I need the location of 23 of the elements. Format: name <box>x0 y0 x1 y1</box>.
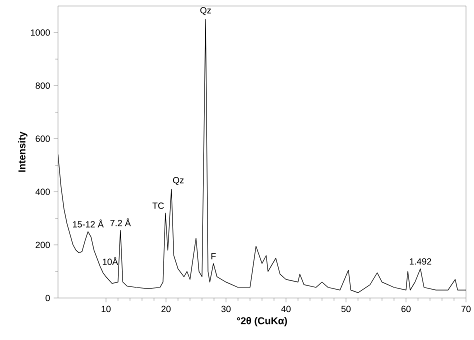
annotation: 10Å <box>102 257 118 265</box>
annotation: Qz <box>200 7 211 16</box>
y-tick-label: 800 <box>36 82 50 89</box>
x-tick-label: 60 <box>401 306 411 312</box>
x-tick-label: 20 <box>161 306 171 312</box>
x-tick-label: 70 <box>461 306 471 312</box>
annotation: 7.2 Å <box>110 218 131 226</box>
annotation: TC <box>152 202 164 209</box>
x-tick-label: 40 <box>281 306 291 312</box>
x-tick-label: 30 <box>221 306 231 312</box>
annotation: 1.492 <box>410 258 432 265</box>
x-axis-title: °2θ (CuKα) <box>236 316 287 326</box>
y-tick-label: 200 <box>36 242 50 248</box>
annotation: 15-12 Å <box>72 220 104 228</box>
x-tick-label: 50 <box>341 306 351 312</box>
y-axis-title: Intensity <box>18 132 28 172</box>
annotation: F <box>211 253 216 260</box>
x-tick-label: 10 <box>102 306 111 312</box>
annotation: Qz <box>173 177 184 185</box>
y-tick-label: 1000 <box>30 29 50 36</box>
y-tick-label: 400 <box>35 188 50 195</box>
y-tick-label: 600 <box>36 136 50 142</box>
y-tick-label: 0 <box>46 294 50 302</box>
